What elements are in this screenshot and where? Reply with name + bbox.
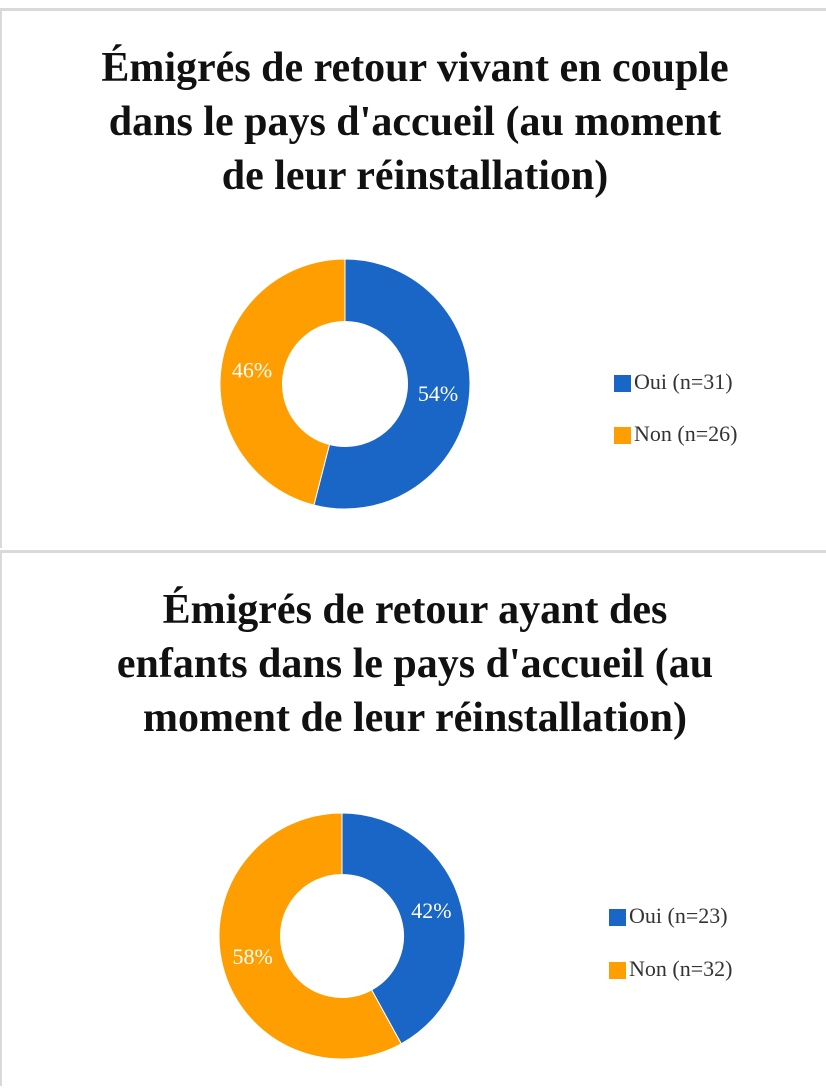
- chart-panel: 42% Oui (n=23) 58% Non (n=32) Émigrés de ret…: [0, 550, 826, 1086]
- legend-label: Non (n=32): [629, 956, 732, 981]
- data-label: 42%: [411, 898, 451, 923]
- legend-label: Oui (n=23): [629, 903, 728, 928]
- legend-label: Non (n=26): [634, 421, 737, 446]
- donut-slice: [313, 258, 471, 510]
- donut-slice: [218, 812, 402, 1060]
- chart-title: Émigrés de retour vivant en couple dans …: [101, 45, 729, 199]
- chart-title: Émigrés de retour ayant des enfants dans…: [116, 587, 714, 741]
- donut-slice: [219, 258, 346, 506]
- donut-slice: [341, 812, 466, 1045]
- legend-swatch: [609, 909, 626, 926]
- chart-panel: 54% Oui (n=31) 46% Non (n=26) Émigrés de ret…: [0, 8, 826, 548]
- legend-swatch: [614, 427, 631, 444]
- legend-swatch: [614, 375, 631, 392]
- legend-swatch: [609, 962, 626, 979]
- data-label: 46%: [232, 357, 272, 382]
- data-label: 58%: [232, 944, 272, 969]
- donut-chart: 42% Oui (n=23) 58% Non (n=32): [218, 812, 732, 1060]
- data-label: 54%: [418, 381, 458, 406]
- donut-chart: 54% Oui (n=31) 46% Non (n=26): [219, 258, 737, 510]
- legend-label: Oui (n=31): [634, 369, 733, 394]
